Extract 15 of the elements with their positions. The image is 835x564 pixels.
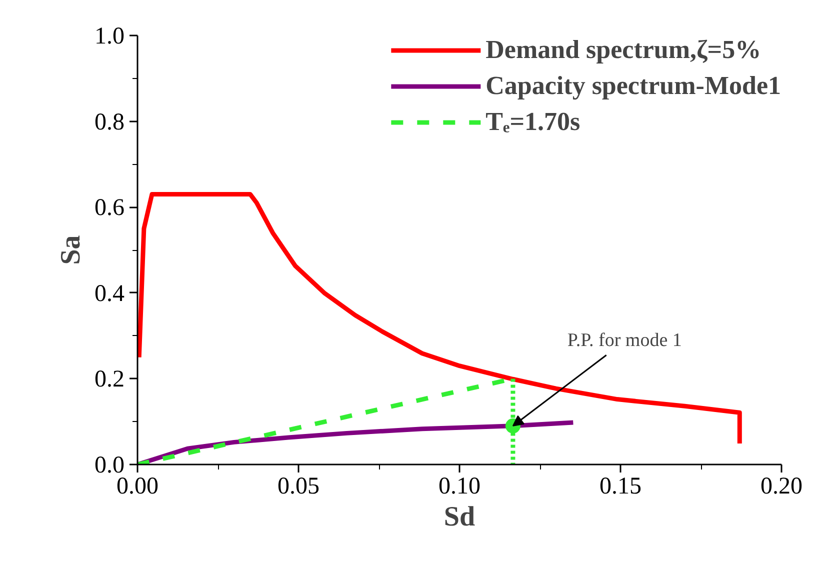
y-axis-title: Sa [56,235,86,265]
x-tick-label: 0.05 [278,474,320,500]
y-tick-label: 1.0 [94,24,124,50]
y-tick-label: 0.8 [94,109,124,136]
legend-label: Tₑ=1.70s [486,107,580,137]
legend-label: Demand spectrum,ζ=5% [486,35,762,65]
y-tick-label: 0.6 [94,195,124,222]
x-tick-label: 0.15 [600,474,642,500]
legend-label: Capacity spectrum-Mode1 [486,71,781,101]
x-tick-label: 0.10 [438,474,480,500]
x-axis-title: Sd [444,502,476,532]
y-tick-label: 0.2 [94,366,124,393]
y-tick-label: 0.4 [94,280,124,307]
annotation: P.P. for mode 1 [567,330,682,351]
x-tick-label: 0.20 [760,474,802,500]
